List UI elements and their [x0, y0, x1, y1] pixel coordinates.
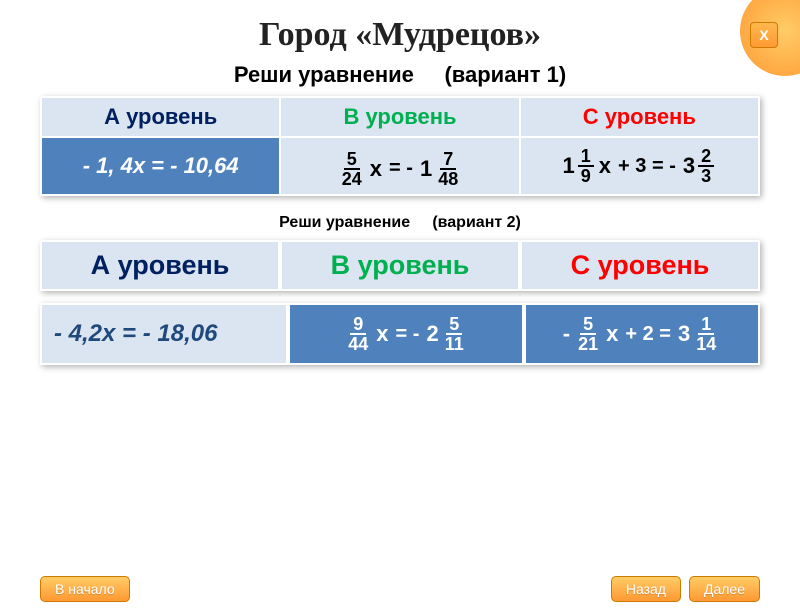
level-c-header: С уровень — [520, 97, 759, 137]
solve-label: Реши уравнение — [234, 62, 414, 87]
variant1-eq-c: 119 х + 3 = - 323 — [520, 137, 759, 195]
variant2-eq-a: - 4,2х = - 18,06 — [40, 303, 288, 365]
nav-row: В начало Назад Далее — [0, 576, 800, 602]
page-title: Город «Мудрецов» — [0, 16, 800, 54]
variant2-equations: - 4,2х = - 18,06 944 х = - 2511 - 521 х … — [40, 303, 760, 365]
variant2-eq-c: - 521 х + 2 = 3114 — [524, 303, 760, 365]
variant2-subtitle: Реши уравнение (вариант 2) — [0, 214, 800, 232]
variant2-eq-b: 944 х = - 2511 — [288, 303, 524, 365]
level-b-header-2: В уровень — [280, 240, 520, 291]
start-button[interactable]: В начало — [40, 576, 130, 602]
variant-label: (вариант 1) — [444, 62, 566, 87]
next-button[interactable]: Далее — [689, 576, 760, 602]
back-button[interactable]: Назад — [611, 576, 681, 602]
level-a-header-2: А уровень — [40, 240, 280, 291]
solve-label-2: Реши уравнение — [279, 214, 410, 231]
variant1-subtitle: Реши уравнение (вариант 1) — [0, 62, 800, 88]
close-button[interactable]: X — [750, 22, 778, 48]
variant-label-2: (вариант 2) — [432, 214, 521, 231]
level-b-header: В уровень — [280, 97, 519, 137]
level-a-header: А уровень — [41, 97, 280, 137]
variant1-eq-b: 524 х = - 1748 — [280, 137, 519, 195]
variant2-header: А уровень В уровень С уровень — [40, 240, 760, 291]
level-c-header-2: С уровень — [520, 240, 760, 291]
variant1-table: А уровень В уровень С уровень - 1, 4х = … — [40, 96, 760, 196]
variant1-eq-a: - 1, 4х = - 10,64 — [41, 137, 280, 195]
